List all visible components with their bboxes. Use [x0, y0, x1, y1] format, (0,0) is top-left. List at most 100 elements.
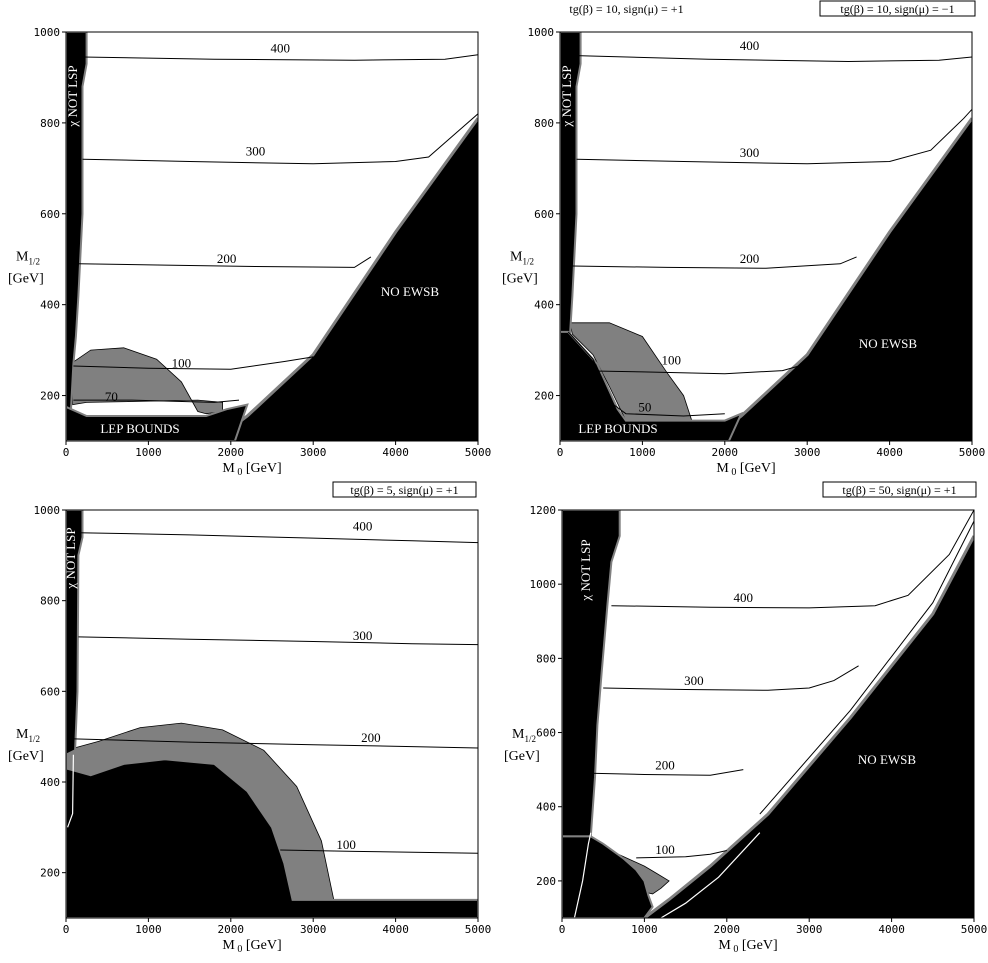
contour-line-300 — [78, 636, 478, 646]
x-tick-label: 3000 — [300, 923, 327, 936]
contour-line-100 — [280, 849, 478, 854]
y-tick-label: 400 — [534, 299, 554, 312]
y-tick-label: 800 — [40, 595, 60, 608]
contour-line-300 — [603, 665, 859, 691]
y-tick-label: 1000 — [528, 26, 555, 39]
chart-panel-2: 50 100 200 300 400 LEP BOUNDS NO EWSB χ NOT LSP… — [502, 0, 986, 478]
lep-bounds-region — [560, 330, 744, 441]
contour-label: 400 — [740, 38, 760, 53]
plot-area — [66, 32, 478, 441]
y-tick-label: 1000 — [34, 26, 61, 39]
contour-label: 200 — [655, 758, 675, 773]
lep-bounds-region — [562, 835, 654, 918]
contour-label: 100 — [655, 842, 675, 857]
y-tick-label: 600 — [40, 208, 60, 221]
contour-label: 400 — [734, 590, 754, 605]
y-tick-label: 1200 — [530, 504, 557, 517]
y-tick-label: 800 — [536, 652, 556, 665]
contour-line-200 — [74, 738, 478, 749]
lep-bounds-label: LEP BOUNDS — [578, 421, 657, 436]
contour-line-400 — [78, 532, 478, 544]
plot-frame — [65, 31, 479, 442]
y-tick-label: 800 — [534, 117, 554, 130]
plot-frame — [559, 31, 973, 442]
x-tick-label: 1000 — [631, 923, 658, 936]
y-tick-label: 400 — [40, 776, 60, 789]
x-tick-label: 4000 — [382, 923, 409, 936]
y-axis-label: M1/2 — [510, 250, 534, 267]
contour-label: 300 — [684, 673, 704, 688]
y-tick-label: 400 — [40, 299, 60, 312]
y-tick-label: 200 — [40, 867, 60, 880]
contour-label: 200 — [740, 251, 760, 266]
y-axis-label: M1/2 — [16, 727, 40, 744]
y-tick-label: 600 — [40, 685, 60, 698]
y-tick-label: 200 — [534, 390, 554, 403]
gray-excluded-region — [70, 347, 224, 415]
x-tick-label: 0 — [557, 446, 564, 459]
lsp-label: χ NOT LSP — [578, 539, 593, 601]
no-ewsb-border — [643, 535, 974, 918]
white-boundary-line — [660, 832, 761, 918]
x-tick-label: 0 — [63, 446, 70, 459]
title-box — [822, 481, 977, 498]
x-tick-label: 5000 — [465, 923, 492, 936]
contour-line-70 — [73, 399, 240, 403]
x-tick-label: 2000 — [218, 923, 245, 936]
x-tick-label: 3000 — [794, 446, 821, 459]
no-ewsb-label: NO EWSB — [859, 336, 917, 351]
chart-panel-4: 100 200 300 400 LEP BOUNDS NO EWSB χ NOT LSP 0 10… — [504, 481, 987, 955]
chart-panel-1: 70 100 200 300 400 LEP BOUNDS NO EWSB χ NOT LSP… — [8, 2, 684, 478]
plot-frame — [561, 509, 975, 919]
chart-title: tg(β) = 5, sign(μ) = +1 — [350, 483, 458, 497]
lsp-region — [66, 510, 84, 756]
x-tick-label: 1000 — [629, 446, 656, 459]
y-tick-label: 400 — [536, 801, 556, 814]
title-box — [332, 481, 477, 498]
x-tick-label: 4000 — [876, 446, 903, 459]
chart-panel-3: 100 200 300 400 LEP BOUNDS χ NOT LSP 0 1000 2000… — [8, 481, 492, 955]
contour-label: 300 — [353, 628, 373, 643]
x-tick-label: 3000 — [300, 446, 327, 459]
contour-label: 100 — [661, 353, 681, 368]
contour-label: 300 — [246, 144, 266, 159]
contour-line-200 — [78, 256, 372, 268]
x-tick-label: 1000 — [135, 446, 162, 459]
y-axis-unit: [GeV] — [502, 272, 538, 287]
y-tick-label: 200 — [536, 875, 556, 888]
lep-bounds-label: LEP — [613, 638, 636, 653]
y-tick-label: 800 — [40, 117, 60, 130]
contour-label: 200 — [361, 730, 381, 745]
no-ewsb-label: NO EWSB — [858, 752, 916, 767]
x-tick-label: 5000 — [959, 446, 986, 459]
white-boundary-line — [573, 832, 592, 918]
x-tick-label: 1000 — [135, 923, 162, 936]
white-boundary-line — [67, 754, 74, 828]
x-tick-label: 0 — [63, 923, 70, 936]
x-tick-label: 2000 — [714, 923, 741, 936]
contour-label: 50 — [638, 399, 651, 414]
y-tick-label: 1000 — [34, 504, 61, 517]
plot-frame — [65, 509, 479, 919]
x-tick-label: 4000 — [878, 923, 905, 936]
lep-bounds-region — [66, 403, 249, 441]
contour-line-400 — [611, 510, 974, 609]
contour-line-50 — [567, 331, 725, 417]
x-axis-label: M 0 [GeV] — [718, 938, 777, 955]
x-tick-label: 2000 — [712, 446, 739, 459]
lsp-label: χ NOT LSP — [63, 527, 78, 589]
contour-line-200 — [572, 256, 857, 269]
x-axis-label: M 0 [GeV] — [716, 461, 775, 478]
contour-line-400 — [576, 55, 972, 63]
plot-area — [562, 510, 974, 918]
no-ewsb-label: NO EWSB — [381, 284, 439, 299]
y-axis-unit: [GeV] — [8, 272, 44, 287]
contour-line-400 — [82, 54, 478, 61]
x-axis-label: M 0 [GeV] — [222, 461, 281, 478]
contour-line-100 — [572, 365, 800, 375]
contour-label: 400 — [270, 40, 290, 55]
y-axis-label: M1/2 — [512, 727, 536, 744]
chart-title: tg(β) = 10, sign(μ) = −1 — [840, 2, 954, 16]
contour-line-300 — [82, 113, 478, 165]
